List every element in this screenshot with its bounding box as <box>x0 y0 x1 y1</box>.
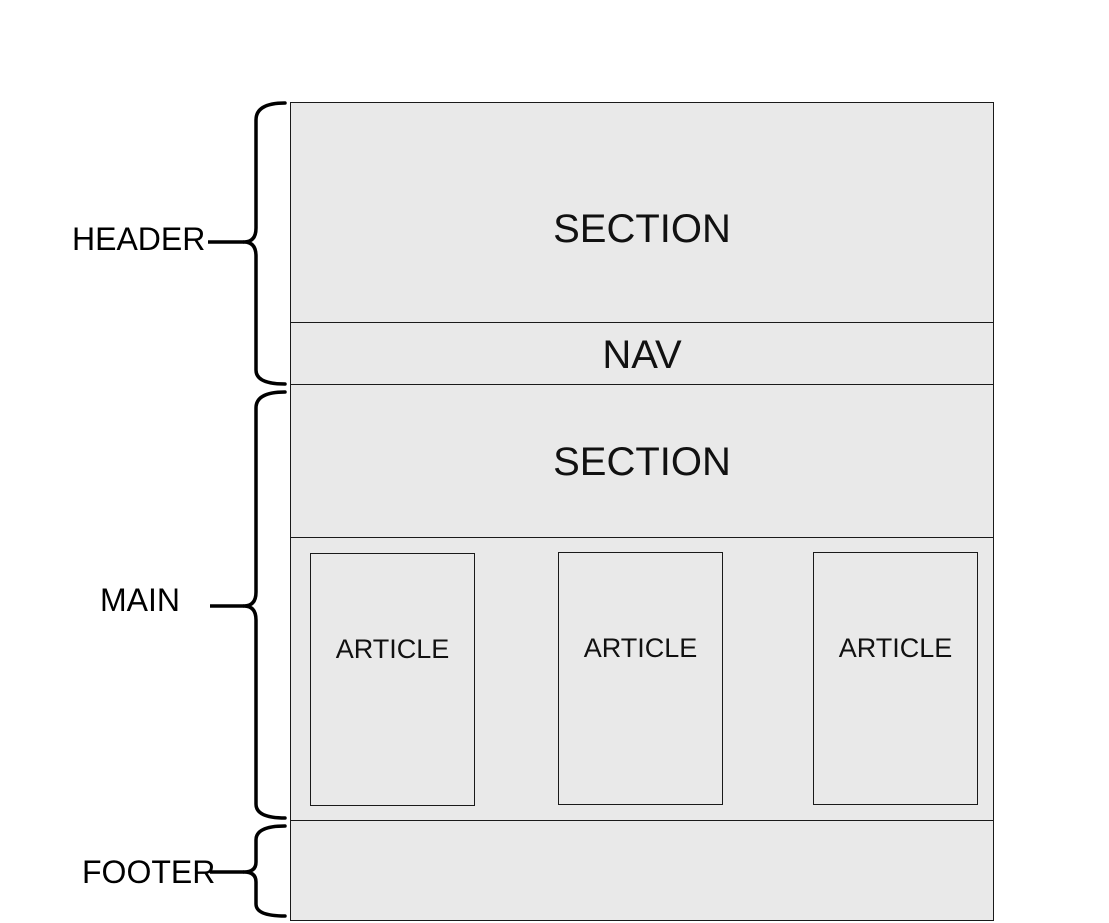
article-label: ARTICLE <box>335 634 450 664</box>
header-brace <box>242 101 287 386</box>
footer-box <box>290 820 994 921</box>
article-label: ARTICLE <box>583 633 698 663</box>
main-section-box: SECTION <box>290 384 994 539</box>
article-box: ARTICLE <box>558 552 723 805</box>
footer-brace <box>242 824 287 918</box>
main-section-label: SECTION <box>553 440 731 484</box>
header-section-label: SECTION <box>553 207 731 251</box>
header-section-box: SECTION <box>290 102 994 324</box>
footer-bracket-label: FOOTER <box>82 854 216 890</box>
nav-label: NAV <box>602 333 682 377</box>
header-bracket-label: HEADER <box>72 221 206 257</box>
article-box: ARTICLE <box>813 552 978 805</box>
article-label: ARTICLE <box>838 633 953 663</box>
main-brace <box>242 390 287 820</box>
article-box: ARTICLE <box>310 553 475 806</box>
main-bracket-label: MAIN <box>100 582 180 618</box>
